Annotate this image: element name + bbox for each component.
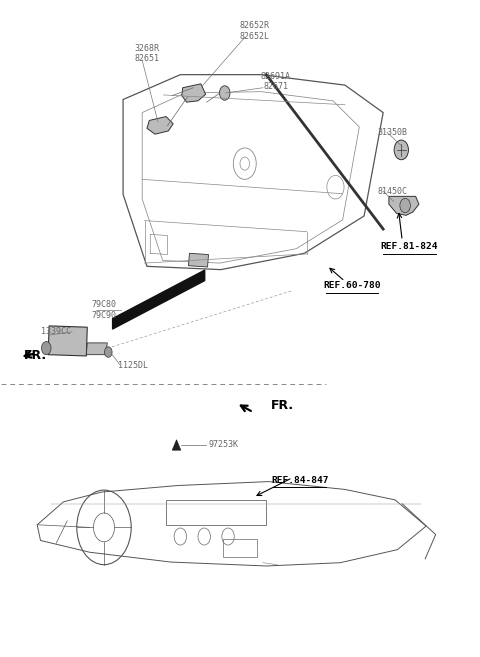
Text: 31350B: 31350B (378, 127, 408, 137)
Polygon shape (189, 253, 208, 267)
Text: 79C80
79C90: 79C80 79C90 (92, 300, 117, 320)
Text: 1125DL: 1125DL (118, 361, 148, 371)
Text: REF.60-780: REF.60-780 (324, 281, 381, 290)
Circle shape (394, 140, 408, 160)
Text: FR.: FR. (271, 399, 294, 412)
Polygon shape (182, 84, 205, 102)
Circle shape (105, 347, 112, 357)
Polygon shape (389, 196, 419, 215)
Text: 81450C: 81450C (378, 187, 408, 196)
Polygon shape (172, 440, 181, 450)
Circle shape (400, 198, 410, 213)
Polygon shape (86, 343, 108, 355)
Text: 97253K: 97253K (209, 440, 239, 449)
Text: 82691A
82671: 82691A 82671 (261, 72, 291, 91)
Circle shape (41, 342, 51, 355)
Text: 1339CC: 1339CC (41, 327, 71, 336)
Text: REF.84-847: REF.84-847 (271, 476, 328, 485)
Polygon shape (48, 326, 87, 356)
Text: FR.: FR. (24, 350, 48, 363)
Circle shape (219, 86, 230, 100)
Text: 3268R
82651: 3268R 82651 (134, 44, 159, 64)
Polygon shape (147, 116, 173, 134)
Text: 82652R
82652L: 82652R 82652L (240, 21, 269, 41)
Text: REF.81-824: REF.81-824 (381, 242, 438, 251)
